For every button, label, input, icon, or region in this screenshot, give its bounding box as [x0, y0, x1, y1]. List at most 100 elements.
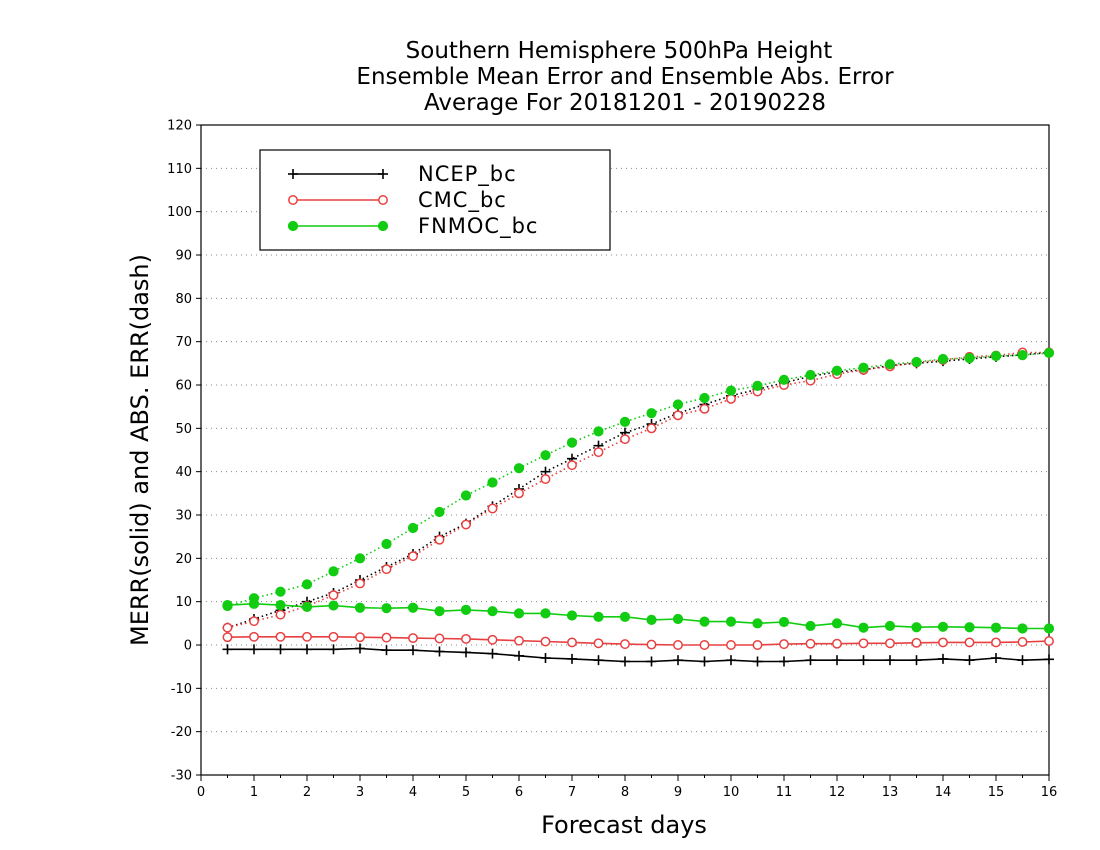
data-point — [354, 602, 366, 613]
x-tick-label: 15 — [988, 785, 1005, 800]
data-point — [646, 614, 657, 625]
data-point — [990, 350, 1002, 362]
x-tick-label: 9 — [674, 785, 682, 800]
series-line — [227, 602, 1049, 630]
data-point — [302, 631, 312, 642]
data-point — [487, 477, 498, 488]
data-point — [355, 632, 365, 643]
series-cmc-bc-abs-err — [222, 347, 1054, 633]
x-tick-label: 5 — [462, 785, 470, 800]
data-point — [646, 408, 657, 419]
data-point — [911, 655, 922, 666]
chart-title: Southern Hemisphere 500hPa Height Ensemb… — [356, 38, 894, 116]
data-point — [725, 616, 737, 627]
y-tick-label: 60 — [175, 379, 192, 394]
data-point — [991, 653, 1001, 663]
data-point — [937, 353, 949, 365]
data-point — [938, 637, 948, 648]
data-point — [725, 385, 737, 396]
data-point — [222, 644, 233, 655]
title-line-3: Average For 20181201 - 20190228 — [424, 90, 826, 116]
data-point — [620, 639, 630, 650]
data-point — [885, 655, 895, 666]
data-point — [619, 611, 631, 622]
x-tick-label: 1 — [250, 785, 258, 800]
data-point — [381, 538, 392, 550]
data-point — [381, 564, 392, 575]
data-point — [699, 640, 710, 650]
data-point — [620, 434, 630, 445]
data-point — [275, 600, 286, 611]
data-point — [619, 416, 631, 427]
data-point — [461, 633, 471, 644]
data-point — [911, 637, 922, 648]
data-point — [779, 639, 789, 650]
data-point — [434, 506, 445, 518]
data-point — [540, 636, 551, 647]
x-tick-label: 11 — [776, 785, 793, 800]
legend-label: CMC_bc — [418, 188, 507, 213]
data-point — [884, 359, 896, 370]
series-line — [227, 352, 1050, 607]
data-point — [752, 380, 763, 391]
data-point — [434, 633, 445, 644]
data-point — [1043, 347, 1055, 359]
x-tick-label: 14 — [935, 785, 952, 800]
data-point — [620, 656, 630, 667]
data-point — [911, 356, 922, 368]
series-layer — [222, 347, 1055, 667]
data-point — [328, 600, 339, 611]
data-point — [858, 362, 869, 373]
data-point — [249, 644, 259, 655]
data-point — [487, 503, 498, 514]
y-axis-label: MERR(solid) and ABS. ERR(dash) — [126, 254, 154, 646]
data-point — [540, 608, 551, 619]
data-point — [858, 638, 869, 649]
data-point — [699, 403, 710, 414]
x-tick-label: 7 — [568, 785, 576, 800]
data-point — [726, 655, 736, 666]
data-point — [646, 423, 657, 434]
data-point — [964, 622, 975, 633]
x-tick-label: 6 — [515, 785, 523, 800]
data-point — [408, 645, 418, 656]
series-ncep-bc-merr — [222, 643, 1054, 667]
legend-marker — [378, 169, 388, 179]
data-point — [328, 644, 339, 655]
title-line-1: Southern Hemisphere 500hPa Height — [406, 38, 833, 64]
data-point — [222, 600, 233, 611]
data-point — [938, 653, 948, 664]
x-tick-label: 4 — [409, 785, 417, 800]
legend-item-cmc-bc: CMC_bc — [288, 188, 507, 213]
data-point — [566, 610, 578, 621]
data-point — [991, 637, 1001, 648]
data-point — [858, 622, 869, 633]
y-tick-label: -30 — [171, 769, 192, 784]
series-line — [227, 647, 1050, 663]
data-point — [964, 637, 975, 648]
data-point — [1044, 636, 1054, 647]
data-point — [964, 655, 975, 666]
legend-item-fnmoc-bc: FNMOC_bc — [287, 214, 537, 239]
legend-marker — [377, 220, 389, 232]
data-point — [328, 631, 339, 642]
data-point — [673, 410, 683, 421]
x-axis-label: Forecast days — [541, 811, 707, 839]
y-tick-label: 120 — [167, 119, 192, 134]
data-point — [514, 635, 524, 646]
data-point — [222, 622, 233, 633]
data-point — [832, 638, 842, 649]
x-tick-label: 3 — [356, 785, 364, 800]
legend-label: NCEP_bc — [418, 162, 517, 187]
data-point — [1017, 637, 1028, 647]
data-point — [831, 618, 843, 629]
data-point — [460, 490, 472, 501]
legend-item-ncep-bc: NCEP_bc — [288, 162, 517, 187]
data-point — [752, 640, 763, 650]
data-point — [726, 393, 736, 404]
data-point — [514, 650, 524, 661]
data-point — [1017, 350, 1028, 361]
data-point — [513, 608, 525, 619]
